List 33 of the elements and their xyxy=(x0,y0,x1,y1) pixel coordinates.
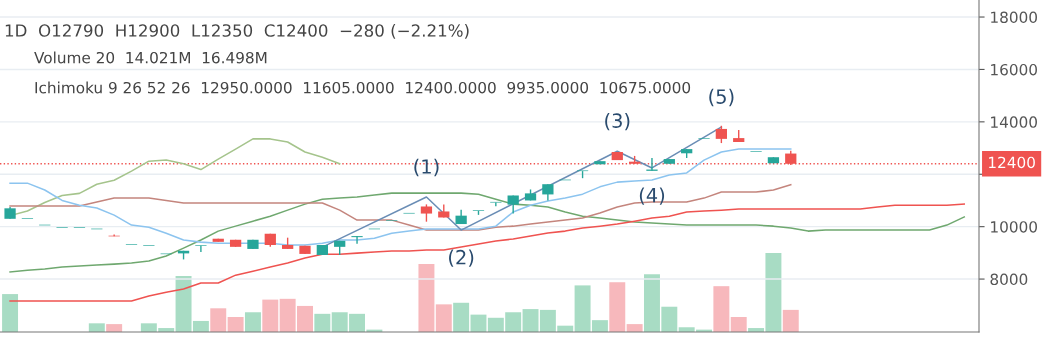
bar xyxy=(435,304,452,332)
y-tick-label: 16000 xyxy=(991,63,1037,76)
bar xyxy=(244,312,261,332)
candlestick xyxy=(507,194,519,215)
candlestick xyxy=(195,245,207,253)
annotation: (5) xyxy=(709,88,734,107)
text: 1D O12790 H12900 L12350 C12400 −280 (−2.21%) xyxy=(5,23,469,39)
y-tick-label: 14000 xyxy=(991,116,1037,128)
bar xyxy=(210,308,227,332)
annotation: (4) xyxy=(639,187,665,205)
y-tick-label: 18000 xyxy=(991,11,1037,24)
ref-line-label: 12400 xyxy=(989,156,1035,169)
annotation: Volume 20 14.021M 16.498M xyxy=(34,51,267,64)
line-series xyxy=(9,183,792,231)
bar xyxy=(2,294,19,332)
y-tick-label: 8000 xyxy=(990,273,1028,286)
bar xyxy=(609,282,626,332)
candlestick xyxy=(490,201,502,207)
bar xyxy=(730,316,747,332)
candlestick xyxy=(351,235,363,245)
bar xyxy=(418,264,435,332)
bar xyxy=(713,286,730,332)
bar xyxy=(453,302,470,332)
bar xyxy=(782,309,799,332)
annotation: Ichimoku 9 26 52 26 12950.0000 11605.0000 12400.0000 9935.0000 10675.0000 xyxy=(35,81,691,94)
bar xyxy=(88,323,105,332)
bar xyxy=(262,299,279,332)
annotation: (2) xyxy=(449,249,474,267)
y-tick-label: 10000 xyxy=(991,221,1037,233)
annotation: (3) xyxy=(605,112,630,131)
annotation: (1) xyxy=(414,158,439,177)
bar xyxy=(227,316,244,332)
bar xyxy=(314,313,331,332)
